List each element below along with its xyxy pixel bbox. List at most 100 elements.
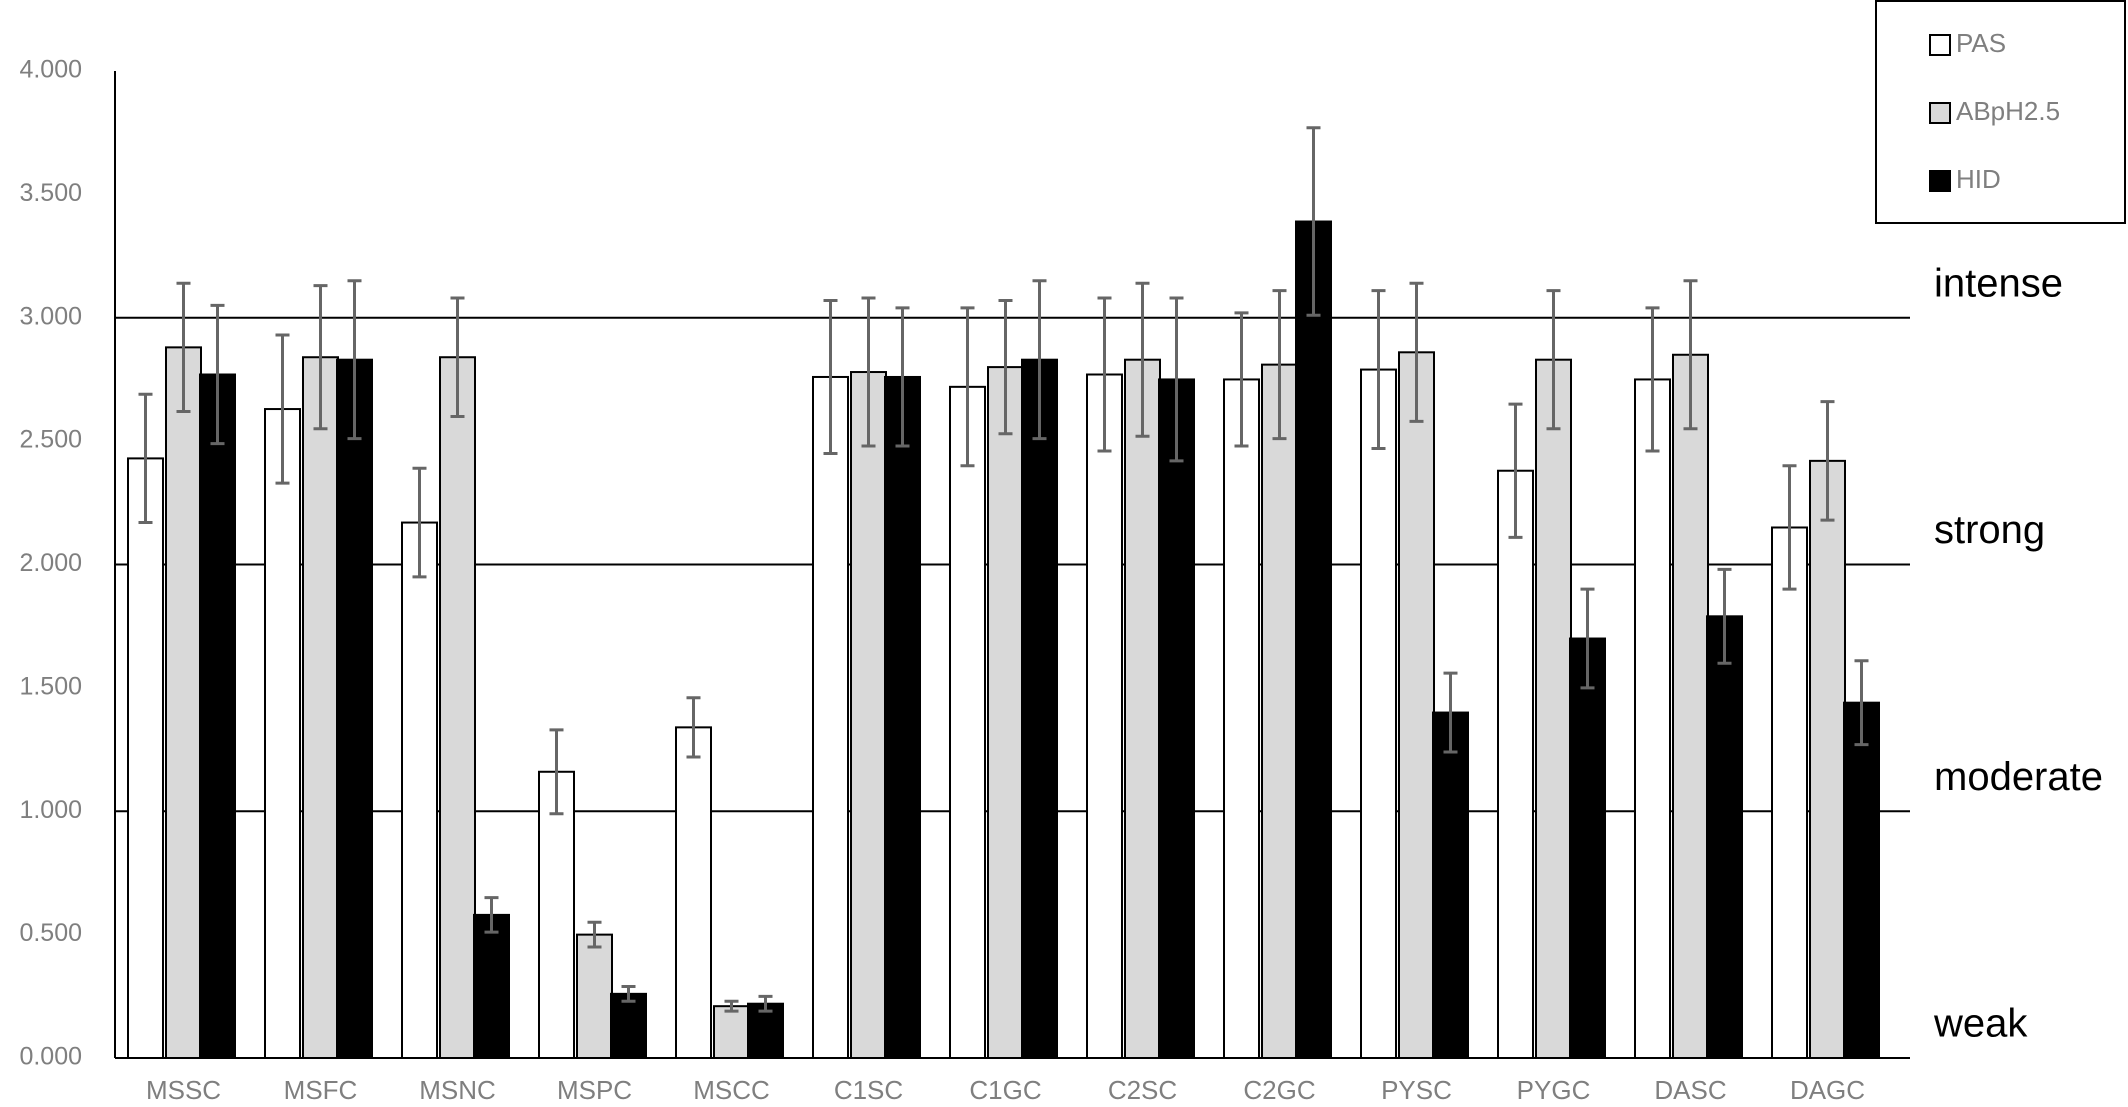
bar (473, 913, 510, 1060)
bar (1398, 351, 1435, 1060)
x-tick-label: C2SC (1108, 1075, 1177, 1105)
error-bar (1169, 296, 1184, 463)
error-bar (1546, 289, 1561, 431)
bar (1497, 469, 1534, 1059)
bar (576, 933, 613, 1059)
bar (850, 371, 887, 1060)
bar (1809, 459, 1846, 1059)
bar (127, 457, 164, 1059)
y-tick-label: 3.500 (19, 179, 82, 207)
error-bar (724, 999, 739, 1013)
error-bar (1508, 402, 1523, 539)
bar (713, 1005, 750, 1059)
bar (884, 375, 921, 1060)
threshold-label: intense (1934, 261, 2063, 305)
error-bar (823, 298, 838, 455)
x-tick-label: C2GC (1243, 1075, 1315, 1105)
error-bar (1782, 464, 1797, 591)
y-tick-label: 3.000 (19, 302, 82, 330)
error-bar (138, 392, 153, 525)
x-tick-label: C1GC (969, 1075, 1041, 1105)
bar (1569, 637, 1606, 1060)
error-bar (686, 696, 701, 759)
y-tick-label: 0.500 (19, 919, 82, 947)
error-bar (347, 279, 362, 441)
error-bar (1135, 281, 1150, 438)
error-bar (412, 466, 427, 579)
error-bar (1854, 659, 1869, 747)
bar (1223, 378, 1260, 1059)
bar (199, 373, 236, 1059)
legend-swatch (1929, 102, 1951, 124)
y-tick-label: 2.500 (19, 426, 82, 454)
threshold-label: strong (1934, 508, 2045, 552)
error-bar (587, 920, 602, 949)
x-tick-label: DASC (1654, 1075, 1726, 1105)
error-bar (450, 296, 465, 418)
threshold-label: moderate (1934, 755, 2103, 799)
x-tick-label: PYSC (1381, 1075, 1452, 1105)
error-bar (1097, 296, 1112, 453)
error-bar (1580, 587, 1595, 690)
x-tick-label: MSSC (146, 1075, 221, 1105)
error-bar (1683, 279, 1698, 431)
y-tick-label: 2.000 (19, 549, 82, 577)
x-tick-label: MSNC (419, 1075, 496, 1105)
legend-box (1875, 0, 2126, 224)
error-bar (758, 994, 773, 1013)
error-bar (1306, 126, 1321, 317)
bar (401, 521, 438, 1059)
error-bar (1409, 281, 1424, 423)
bar (1706, 615, 1743, 1059)
bar (610, 992, 647, 1059)
error-bar (313, 284, 328, 431)
bar (1432, 711, 1469, 1059)
bar (987, 366, 1024, 1060)
bar (538, 770, 575, 1060)
error-bar (1443, 671, 1458, 754)
bar (1086, 373, 1123, 1059)
error-bar (210, 303, 225, 446)
bar (1021, 358, 1058, 1059)
bar (812, 375, 849, 1060)
legend-label: ABpH2.5 (1956, 96, 2060, 126)
error-bar (895, 306, 910, 448)
error-bar (275, 333, 290, 485)
error-bar (621, 984, 636, 1003)
bar (1295, 220, 1332, 1059)
error-bar (960, 306, 975, 468)
legend-swatch (1929, 170, 1951, 192)
threshold-label: weak (1933, 1002, 2028, 1046)
bar (949, 385, 986, 1059)
bar (165, 346, 202, 1059)
y-tick-label: 1.000 (19, 796, 82, 824)
bar (336, 358, 373, 1059)
error-bar (1820, 400, 1835, 522)
bar (1124, 358, 1161, 1059)
error-bar (1032, 279, 1047, 441)
bar (1158, 378, 1195, 1059)
x-tick-label: MSCC (693, 1075, 770, 1105)
bar (1535, 358, 1572, 1059)
y-tick-label: 4.000 (19, 56, 82, 84)
legend-label: HID (1956, 164, 2001, 194)
y-tick-label: 1.500 (19, 672, 82, 700)
x-tick-label: DAGC (1790, 1075, 1865, 1105)
bar (1843, 701, 1880, 1059)
y-tick-label: 0.000 (19, 1043, 82, 1071)
x-tick-label: MSFC (284, 1075, 358, 1105)
error-bar (1645, 306, 1660, 453)
error-bar (176, 281, 191, 414)
error-bar (1371, 289, 1386, 451)
error-bar (1234, 311, 1249, 448)
x-tick-label: C1SC (834, 1075, 903, 1105)
error-bar (861, 296, 876, 448)
bar (1360, 368, 1397, 1059)
error-bar (484, 896, 499, 934)
bar (264, 408, 301, 1059)
bar (1771, 526, 1808, 1059)
bar (439, 356, 476, 1060)
error-bar (549, 728, 564, 816)
